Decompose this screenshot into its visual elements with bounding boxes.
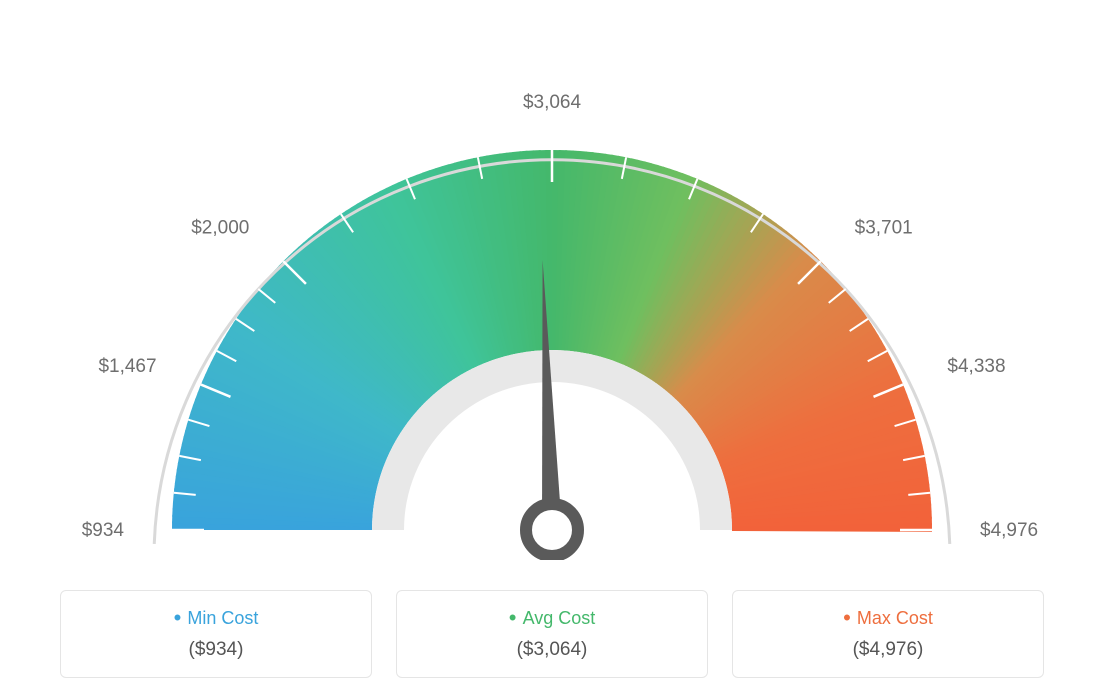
legend-min-value: ($934) (81, 639, 351, 661)
legend-max-box: Max Cost ($4,976) (732, 590, 1044, 678)
gauge-tick-label: $4,976 (980, 520, 1038, 541)
gauge-tick-label: $3,064 (523, 92, 582, 113)
legend-min-box: Min Cost ($934) (60, 590, 372, 678)
legend-row: Min Cost ($934) Avg Cost ($3,064) Max Co… (20, 590, 1084, 678)
gauge-tick-label: $3,701 (855, 217, 913, 238)
legend-min-label: Min Cost (81, 605, 351, 631)
gauge-tick-label: $934 (82, 520, 125, 541)
legend-avg-value: ($3,064) (417, 639, 687, 661)
legend-avg-box: Avg Cost ($3,064) (396, 590, 708, 678)
gauge-tick-label: $4,338 (947, 356, 1005, 377)
gauge-tick-label: $1,467 (98, 356, 156, 377)
legend-avg-label: Avg Cost (417, 605, 687, 631)
legend-max-label: Max Cost (753, 605, 1023, 631)
cost-gauge-chart: $934 $1,467 $2,000 $3,064 $3,701 $4,338 $4,976… (20, 20, 1084, 678)
legend-max-value: ($4,976) (753, 639, 1023, 661)
gauge-tick-label: $2,000 (191, 217, 249, 238)
gauge-svg: $934 $1,467 $2,000 $3,064 $3,701 $4,338 $4,976 (22, 20, 1082, 560)
